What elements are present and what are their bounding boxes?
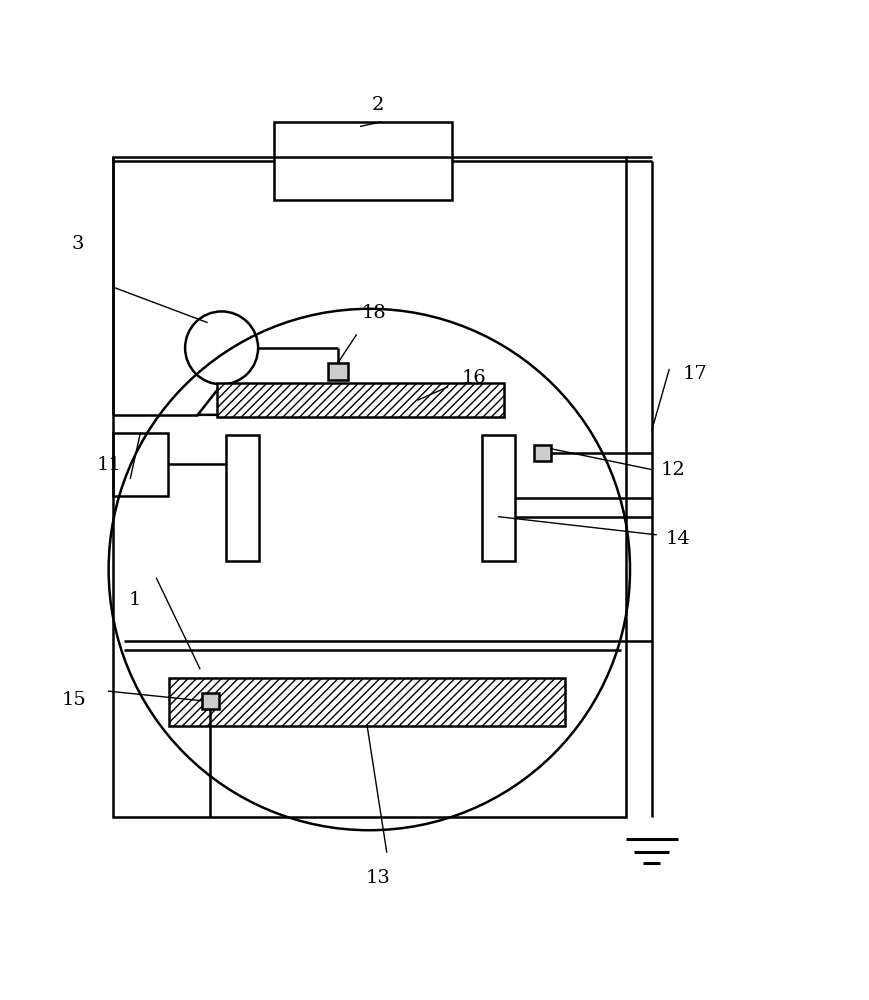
Text: 2: 2 [372, 96, 384, 114]
Text: 13: 13 [366, 869, 390, 887]
Text: 17: 17 [683, 365, 707, 383]
Bar [217, 383, 504, 417]
Text: 14: 14 [666, 530, 690, 548]
Text: 12: 12 [661, 461, 686, 479]
Bar [169, 678, 565, 726]
Bar [226, 435, 259, 561]
Text: 18: 18 [362, 304, 386, 322]
Bar [274, 122, 452, 200]
Bar [113, 433, 168, 496]
Bar [534, 445, 551, 461]
Text: 3: 3 [72, 235, 84, 253]
Text: 11: 11 [96, 456, 121, 474]
Text: 1: 1 [129, 591, 141, 609]
Text: 16: 16 [461, 369, 486, 387]
Text: 15: 15 [62, 691, 86, 709]
Bar [328, 363, 348, 380]
Bar [202, 693, 219, 709]
Bar [482, 435, 515, 561]
